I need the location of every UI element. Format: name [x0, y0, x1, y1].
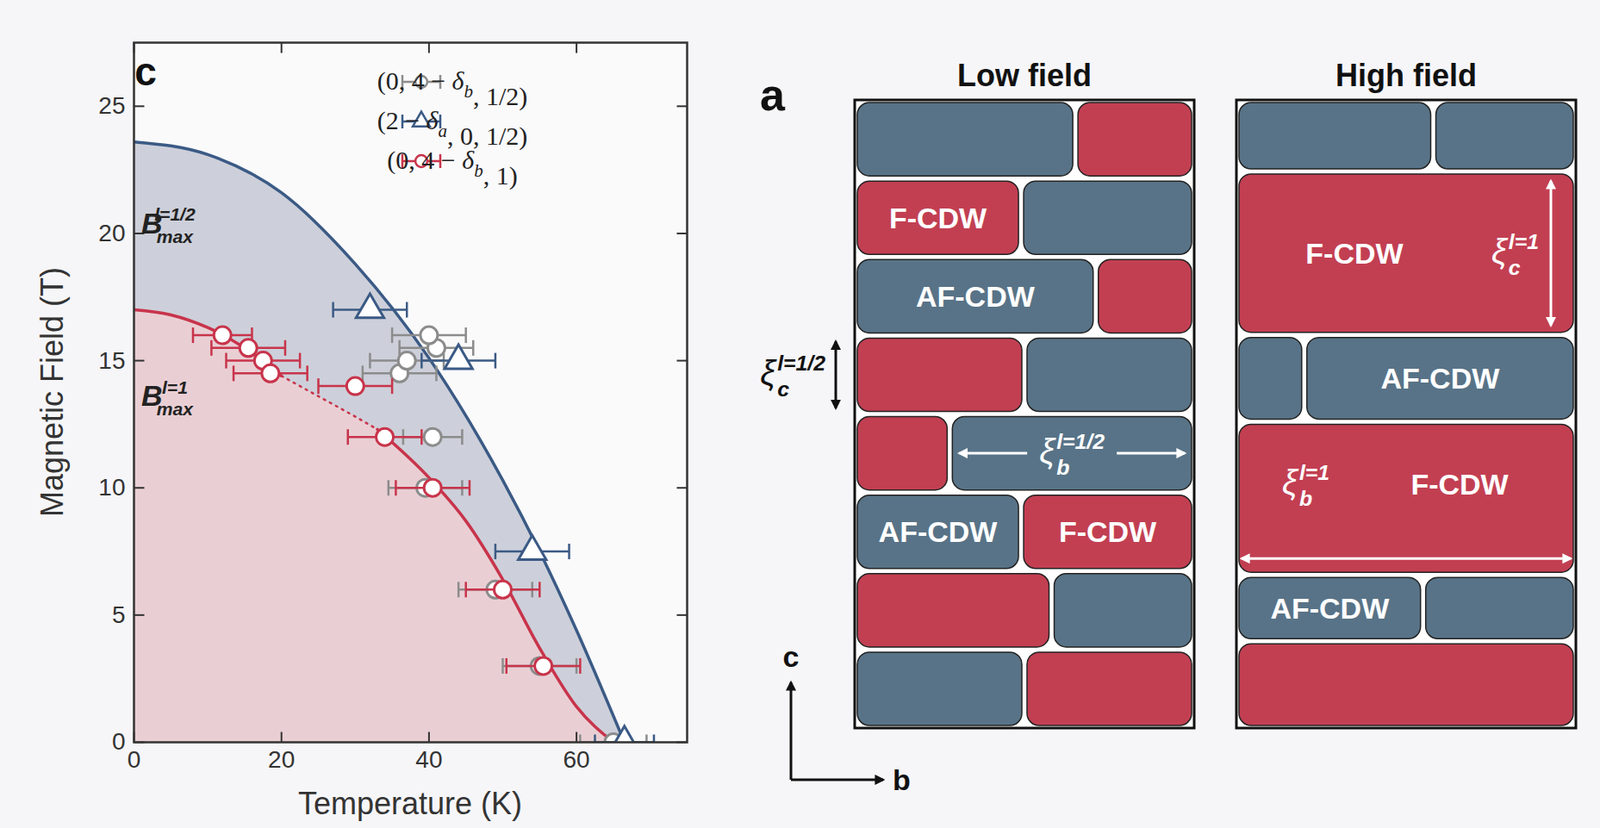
svg-text:Low field: Low field — [957, 57, 1092, 94]
svg-text:Magnetic Field (T): Magnetic Field (T) — [34, 267, 70, 517]
svg-text:15: 15 — [98, 347, 125, 374]
svg-text:ξ: ξ — [1282, 463, 1300, 502]
svg-text:B: B — [141, 379, 163, 413]
svg-text:c: c — [1508, 255, 1521, 280]
svg-text:F-CDW: F-CDW — [889, 201, 988, 235]
svg-text:b: b — [1056, 455, 1070, 480]
svg-text:Temperature (K): Temperature (K) — [298, 785, 523, 822]
svg-text:max: max — [156, 398, 194, 419]
svg-text:5: 5 — [112, 601, 126, 629]
svg-text:c: c — [134, 49, 157, 94]
svg-text:l=1/2: l=1/2 — [777, 351, 826, 375]
svg-text:l=1: l=1 — [1508, 230, 1539, 254]
svg-text:10: 10 — [98, 473, 125, 501]
svg-text:F-CDW: F-CDW — [1305, 236, 1404, 270]
svg-text:max: max — [156, 226, 194, 247]
svg-text:(0, 4 − δb, 1/2): (0, 4 − δb, 1/2) — [377, 66, 529, 112]
svg-text:F-CDW: F-CDW — [1058, 515, 1158, 548]
svg-text:40: 40 — [415, 746, 443, 773]
svg-text:l=1/2: l=1/2 — [1056, 429, 1105, 454]
svg-text:l=1: l=1 — [1299, 460, 1330, 485]
svg-text:20: 20 — [267, 746, 295, 773]
svg-text:AF-CDW: AF-CDW — [1270, 591, 1390, 625]
svg-text:0: 0 — [127, 746, 142, 773]
svg-text:AF-CDW: AF-CDW — [1380, 361, 1501, 395]
svg-text:a: a — [759, 69, 786, 120]
svg-text:0: 0 — [112, 728, 126, 755]
svg-text:c: c — [783, 640, 800, 673]
svg-text:l=1: l=1 — [161, 377, 188, 398]
svg-text:25: 25 — [98, 92, 125, 119]
svg-text:20: 20 — [98, 219, 125, 247]
svg-text:(0, 4 − δb, 1): (0, 4 − δb, 1) — [386, 145, 517, 191]
svg-text:60: 60 — [563, 746, 591, 773]
svg-text:b: b — [892, 763, 911, 797]
svg-text:B: B — [141, 206, 163, 240]
svg-text:(2 − δa, 0, 1/2): (2 − δa, 0, 1/2) — [377, 105, 529, 151]
svg-text:ξ: ξ — [759, 354, 778, 393]
svg-text:ξ: ξ — [1491, 232, 1509, 271]
svg-text:c: c — [777, 377, 790, 401]
svg-text:AF-CDW: AF-CDW — [915, 280, 1036, 313]
svg-text:b: b — [1299, 486, 1313, 511]
svg-text:l=1/2: l=1/2 — [154, 204, 196, 225]
svg-text:High field: High field — [1335, 57, 1477, 94]
svg-text:F-CDW: F-CDW — [1410, 467, 1509, 501]
svg-text:ξ: ξ — [1039, 432, 1057, 471]
svg-text:AF-CDW: AF-CDW — [878, 515, 999, 548]
